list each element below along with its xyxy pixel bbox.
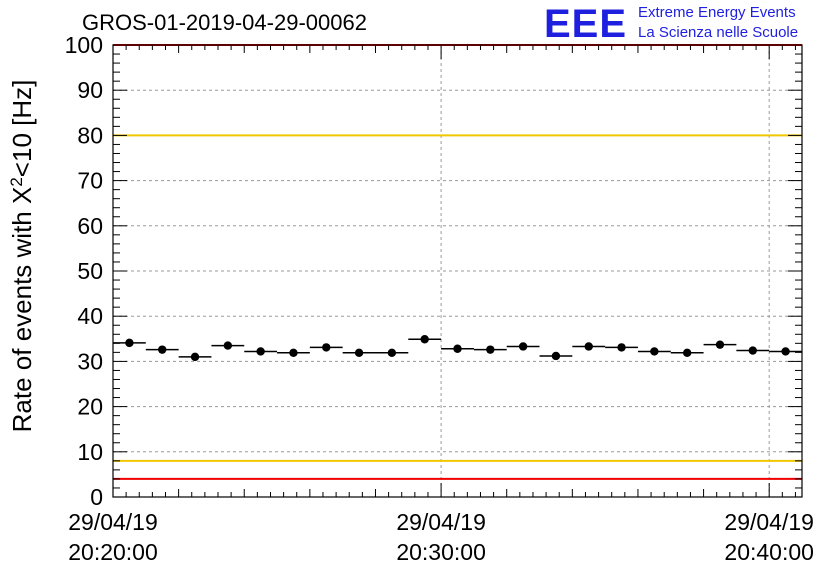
logo-line-2: La Scienza nelle Scuole	[638, 24, 799, 41]
axis-ticks	[112, 44, 802, 498]
y-tick-label: 80	[77, 122, 103, 148]
x-tick-label-time: 20:40:00	[724, 539, 814, 565]
data-point	[781, 347, 790, 356]
y-tick-label: 60	[77, 213, 103, 239]
logo-mark: EEE	[544, 2, 628, 46]
y-tick-label: 20	[77, 394, 103, 420]
y-tick-label: 50	[77, 258, 103, 284]
y-axis-label: Rate of events with X2<10 [Hz]	[7, 80, 38, 433]
data-point	[354, 348, 364, 358]
x-tick-label-date: 29/04/19	[724, 509, 814, 535]
y-tick-label: 40	[77, 303, 103, 329]
reference-lines	[113, 44, 802, 480]
y-tick-label: 90	[77, 77, 103, 103]
x-tick-label-date: 29/04/19	[68, 509, 158, 535]
logo-line-1: Extreme Energy Events	[638, 4, 796, 21]
data-point	[158, 345, 167, 354]
y-tick-label: 70	[77, 168, 103, 194]
data-point	[190, 352, 200, 362]
y-tick-label: 100	[65, 32, 103, 58]
y-tick-label: 30	[77, 348, 103, 374]
data-point	[453, 344, 462, 353]
data-point	[617, 343, 626, 352]
data-point	[650, 347, 659, 356]
data-point	[125, 338, 134, 348]
data-point	[518, 342, 528, 351]
data-point	[256, 347, 265, 356]
axis-labels: 0 10 20 30 40 50 60 70 80 90 100 29/04/19 20:20:00 29…	[7, 32, 814, 565]
data-point	[584, 342, 593, 351]
y-tick-label: 0	[90, 484, 103, 510]
data-point	[682, 348, 692, 358]
x-tick-label-time: 20:20:00	[68, 539, 158, 565]
data-point	[486, 345, 495, 354]
data-point	[223, 341, 233, 350]
data-point	[289, 348, 298, 358]
chart-title: GROS-01-2019-04-29-00062	[82, 10, 367, 35]
data-point	[322, 343, 331, 352]
data-point	[551, 351, 561, 361]
data-point	[715, 340, 725, 349]
data-point	[420, 335, 429, 344]
x-tick-label-time: 20:30:00	[396, 539, 486, 565]
data-series	[113, 335, 802, 362]
y-tick-label: 10	[77, 439, 103, 465]
grid-lines	[113, 45, 802, 497]
data-point	[748, 346, 757, 355]
x-tick-label-date: 29/04/19	[396, 509, 486, 535]
data-point	[387, 348, 397, 358]
